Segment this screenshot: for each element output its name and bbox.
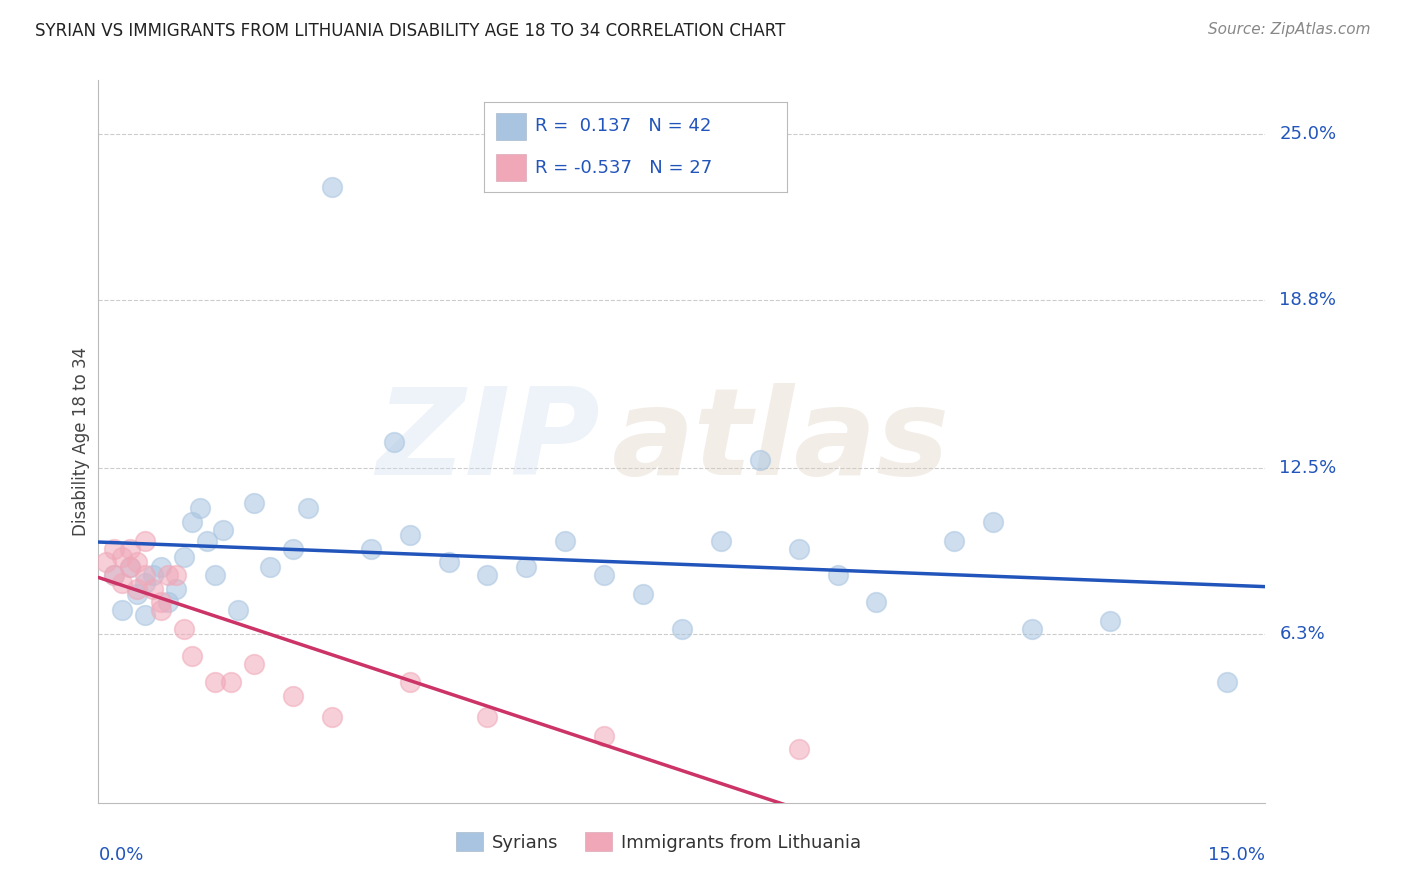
Text: Source: ZipAtlas.com: Source: ZipAtlas.com <box>1208 22 1371 37</box>
Point <box>748 453 770 467</box>
Text: 6.3%: 6.3% <box>1279 625 1324 643</box>
Point <box>787 742 810 756</box>
Point <box>297 501 319 516</box>
Point <box>243 657 266 671</box>
Point <box>149 595 172 609</box>
Point <box>228 603 250 617</box>
Point <box>382 434 405 449</box>
Point <box>134 533 156 548</box>
Legend: Syrians, Immigrants from Lithuania: Syrians, Immigrants from Lithuania <box>449 825 869 859</box>
Point <box>204 675 226 690</box>
Point <box>321 180 343 194</box>
Point <box>1215 675 1237 690</box>
Point <box>259 560 281 574</box>
Point <box>118 560 141 574</box>
Point <box>827 568 849 582</box>
Point <box>173 549 195 564</box>
Point <box>165 568 187 582</box>
Text: 15.0%: 15.0% <box>1208 847 1265 864</box>
Point <box>188 501 211 516</box>
Point <box>219 675 242 690</box>
Point <box>321 710 343 724</box>
Point <box>157 568 180 582</box>
Point <box>943 533 966 548</box>
Point <box>1021 622 1043 636</box>
Point <box>281 541 304 556</box>
Point <box>477 710 499 724</box>
Text: 12.5%: 12.5% <box>1279 459 1337 477</box>
Point <box>180 515 202 529</box>
Point <box>103 541 125 556</box>
Point <box>671 622 693 636</box>
Point <box>157 595 180 609</box>
Point <box>111 603 134 617</box>
Y-axis label: Disability Age 18 to 34: Disability Age 18 to 34 <box>72 347 90 536</box>
Point <box>593 729 616 743</box>
Point <box>281 689 304 703</box>
Point <box>360 541 382 556</box>
Point <box>212 523 235 537</box>
Point <box>142 582 165 596</box>
Point <box>631 587 654 601</box>
Text: SYRIAN VS IMMIGRANTS FROM LITHUANIA DISABILITY AGE 18 TO 34 CORRELATION CHART: SYRIAN VS IMMIGRANTS FROM LITHUANIA DISA… <box>35 22 786 40</box>
Point <box>865 595 887 609</box>
Point <box>243 496 266 510</box>
Point <box>111 549 134 564</box>
Text: 25.0%: 25.0% <box>1279 125 1337 143</box>
Point <box>710 533 733 548</box>
Point <box>787 541 810 556</box>
Point <box>477 568 499 582</box>
Point <box>103 568 125 582</box>
Point <box>593 568 616 582</box>
Point <box>554 533 576 548</box>
Point <box>142 568 165 582</box>
Point <box>149 560 172 574</box>
Text: ZIP: ZIP <box>377 383 600 500</box>
Point <box>134 576 156 591</box>
Point <box>134 568 156 582</box>
Point <box>204 568 226 582</box>
Point <box>180 648 202 663</box>
Point <box>515 560 537 574</box>
Point <box>134 608 156 623</box>
Point <box>437 555 460 569</box>
Point <box>398 528 420 542</box>
Point <box>981 515 1004 529</box>
Point <box>118 560 141 574</box>
Point <box>127 555 149 569</box>
Point <box>398 675 420 690</box>
Point <box>149 603 172 617</box>
Point <box>195 533 218 548</box>
Text: atlas: atlas <box>612 383 950 500</box>
Point <box>173 622 195 636</box>
Text: 0.0%: 0.0% <box>98 847 143 864</box>
Point <box>96 555 118 569</box>
Point <box>111 576 134 591</box>
Text: 18.8%: 18.8% <box>1279 291 1336 309</box>
Point <box>165 582 187 596</box>
Point <box>118 541 141 556</box>
Point <box>1098 614 1121 628</box>
Point <box>103 568 125 582</box>
Point <box>127 582 149 596</box>
Point <box>127 587 149 601</box>
